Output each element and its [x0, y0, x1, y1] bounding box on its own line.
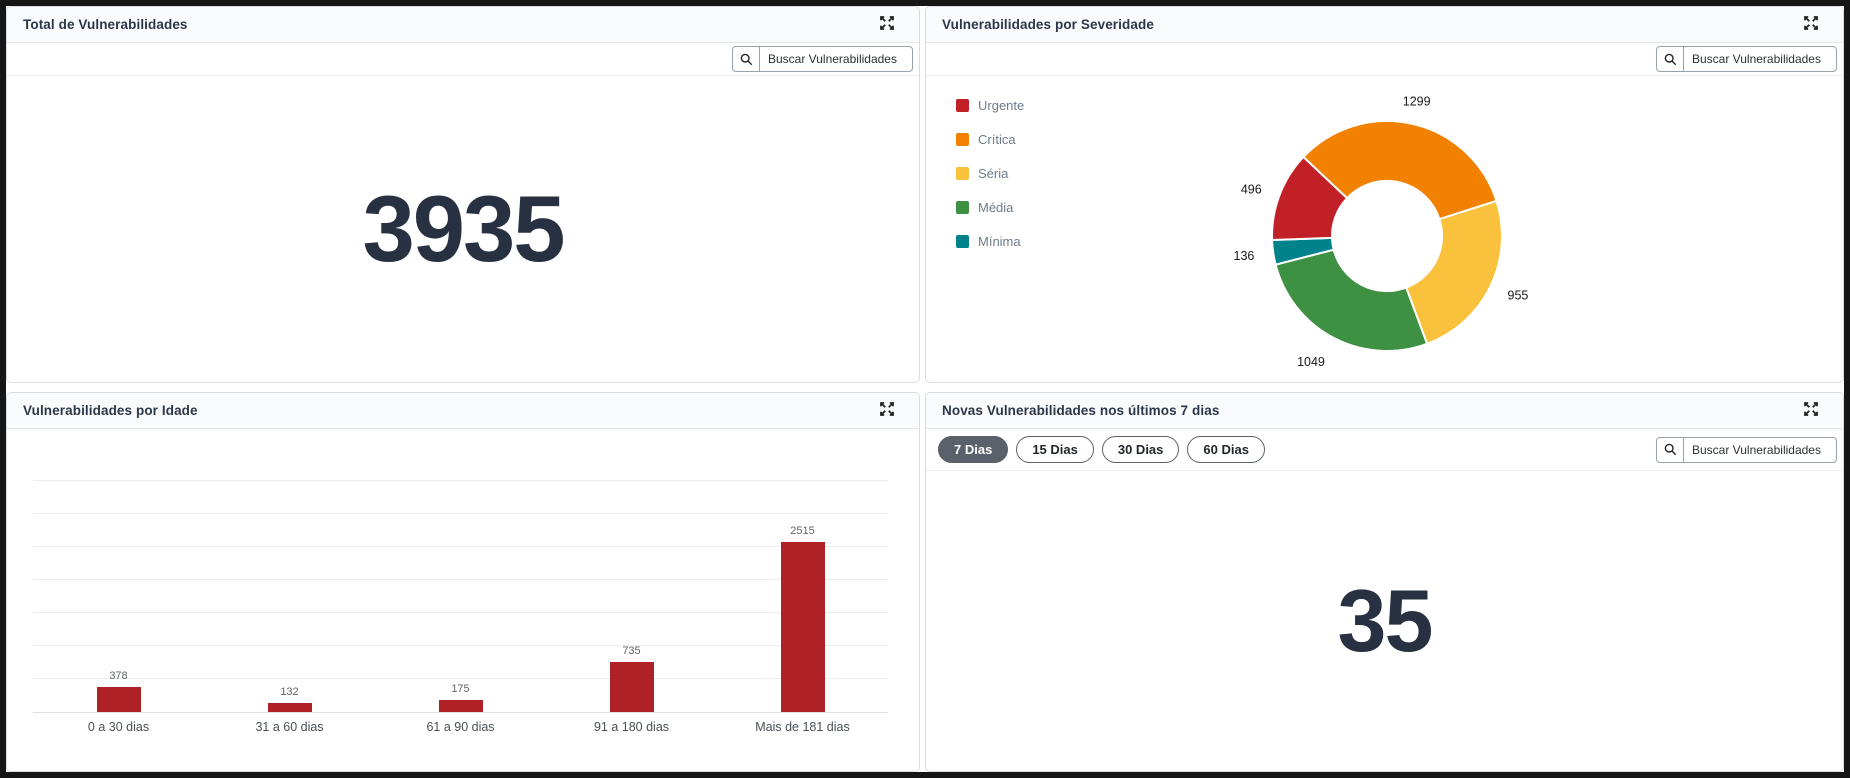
legend-item-minima[interactable]: Mínima [956, 234, 1024, 249]
new-card-content: 35 [926, 471, 1843, 771]
age-card-title: Vulnerabilidades por Idade [23, 403, 198, 418]
gridline [33, 546, 888, 547]
expand-arrows-icon [1803, 15, 1819, 34]
age-bar-31-a-60-dias[interactable] [267, 703, 312, 712]
donut-slice-media[interactable] [1274, 248, 1429, 352]
total-vulnerabilities-value: 3935 [362, 176, 565, 281]
filter-pill-30-dias[interactable]: 30 Dias [1101, 436, 1180, 463]
severity-legend: Urgente Crítica Séria Média Mínima [956, 98, 1024, 249]
expand-button[interactable] [879, 15, 895, 34]
bar-value-label: 132 [280, 686, 299, 698]
filter-pill-15-dias[interactable]: 15 Dias [1016, 436, 1094, 463]
total-card-title: Total de Vulnerabilidades [23, 17, 188, 32]
gridline [33, 480, 888, 481]
legend-label: Urgente [978, 98, 1025, 113]
magnifier-icon[interactable] [1657, 437, 1684, 462]
donut-slice-seria[interactable] [1404, 199, 1503, 346]
legend-swatch-urgente [956, 99, 969, 112]
bar-category-label: 61 a 90 dias [426, 720, 495, 734]
bar-value-label: 2515 [790, 525, 815, 537]
age-card-content: 378 0 a 30 dias 132 31 a 60 dias 175 61 a 90 … [7, 429, 919, 771]
new-card-title: Novas Vulnerabilidades nos últimos 7 dia… [942, 403, 1220, 418]
total-card-header: Total de Vulnerabilidades [7, 7, 919, 43]
total-card-content: 3935 [7, 76, 919, 382]
expand-arrows-icon [1803, 401, 1819, 420]
severity-donut-chart: Urgente Crítica Séria Média Mínima 1299 955 10… [926, 76, 1843, 382]
severity-donut-svg: 1299 955 1049 136 496 [1234, 94, 1529, 369]
gridline [33, 678, 888, 679]
search-input[interactable] [760, 47, 912, 71]
bar-value-label: 378 [109, 670, 128, 682]
x-axis-baseline [33, 712, 888, 713]
bar-category-label: Mais de 181 dias [755, 720, 850, 734]
search-box[interactable] [1656, 46, 1837, 72]
dashboard-grid: Total de Vulnerabilidades [6, 6, 1844, 772]
age-card: Vulnerabilidades por Idade 378 0 a 30 dia… [6, 392, 920, 772]
donut-value-label-critica: 1299 [1403, 94, 1431, 108]
age-bar-0-a-30-dias[interactable] [96, 687, 141, 712]
expand-button[interactable] [1803, 15, 1819, 34]
filter-pill-60-dias[interactable]: 60 Dias [1187, 436, 1265, 463]
donut-slice-urgente[interactable] [1271, 155, 1349, 242]
bar-value-label: 735 [622, 645, 641, 657]
severity-card-title: Vulnerabilidades por Severidade [942, 17, 1154, 32]
legend-label: Crítica [978, 132, 1016, 147]
age-bar-mais-de-181-dias[interactable] [780, 542, 825, 712]
legend-item-critica[interactable]: Crítica [956, 132, 1024, 147]
new-vulnerabilities-card: Novas Vulnerabilidades nos últimos 7 dia… [925, 392, 1844, 772]
age-card-header: Vulnerabilidades por Idade [7, 393, 919, 429]
severity-card-content: Urgente Crítica Séria Média Mínima 1299 955 10… [926, 76, 1843, 382]
age-bar-91-a-180-dias[interactable] [609, 662, 654, 712]
gridline [33, 645, 888, 646]
donut-slice-critica[interactable] [1301, 120, 1498, 221]
legend-swatch-minima [956, 235, 969, 248]
search-box[interactable] [732, 46, 913, 72]
total-vulnerabilities-card: Total de Vulnerabilidades [6, 6, 920, 383]
gridline [33, 579, 888, 580]
legend-swatch-critica [956, 133, 969, 146]
search-input[interactable] [1684, 437, 1836, 462]
period-filter-group: 7 Dias 15 Dias 30 Dias 60 Dias [938, 436, 1265, 463]
legend-item-seria[interactable]: Séria [956, 166, 1024, 181]
legend-swatch-seria [956, 167, 969, 180]
severity-card-header: Vulnerabilidades por Severidade [926, 7, 1843, 43]
expand-button[interactable] [879, 401, 895, 420]
legend-label: Média [978, 200, 1014, 215]
legend-item-media[interactable]: Média [956, 200, 1024, 215]
total-card-toolbar [7, 43, 919, 76]
age-bar-chart: 378 0 a 30 dias 132 31 a 60 dias 175 61 a 90 … [7, 429, 919, 771]
magnifier-icon[interactable] [733, 47, 760, 71]
donut-value-label-seria: 955 [1508, 289, 1529, 303]
severity-card-toolbar [926, 43, 1843, 76]
donut-value-label-media: 1049 [1297, 355, 1325, 369]
bar-category-label: 91 a 180 dias [593, 720, 670, 734]
donut-value-label-minima: 136 [1234, 249, 1255, 263]
bar-category-label: 31 a 60 dias [255, 720, 324, 734]
severity-card: Vulnerabilidades por Severidade [925, 6, 1844, 383]
expand-arrows-icon [879, 401, 895, 420]
donut-value-label-urgente: 496 [1241, 183, 1262, 197]
gridline [33, 612, 888, 613]
new-vulnerabilities-value: 35 [1337, 571, 1434, 670]
legend-label: Séria [978, 166, 1009, 181]
expand-button[interactable] [1803, 401, 1819, 420]
search-box[interactable] [1656, 436, 1837, 463]
age-bar-61-a-90-dias[interactable] [438, 700, 483, 712]
magnifier-icon[interactable] [1657, 47, 1684, 71]
gridline [33, 513, 888, 514]
bar-value-label: 175 [451, 683, 470, 695]
legend-swatch-media [956, 201, 969, 214]
expand-arrows-icon [879, 15, 895, 34]
new-card-toolbar: 7 Dias 15 Dias 30 Dias 60 Dias [926, 429, 1843, 471]
new-card-header: Novas Vulnerabilidades nos últimos 7 dia… [926, 393, 1843, 429]
search-input[interactable] [1684, 47, 1836, 71]
legend-item-urgente[interactable]: Urgente [956, 98, 1024, 113]
filter-pill-7-dias[interactable]: 7 Dias [938, 436, 1009, 463]
bar-category-label: 0 a 30 dias [87, 720, 150, 734]
legend-label: Mínima [978, 234, 1021, 249]
